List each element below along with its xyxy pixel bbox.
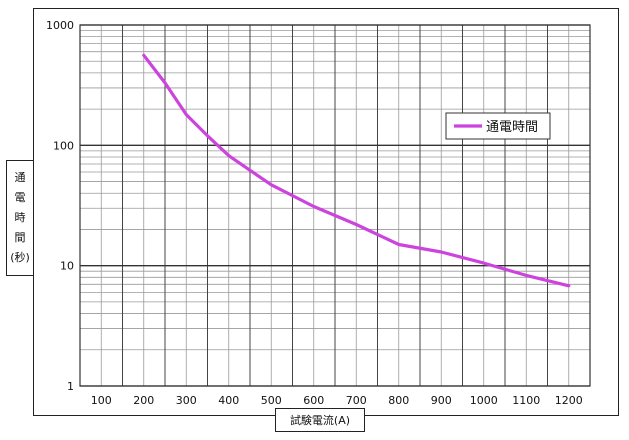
y-tick-labels: 1 10 100 1000 xyxy=(46,19,74,393)
y-axis-label-char: 時 xyxy=(14,211,26,224)
x-tick-label: 200 xyxy=(133,394,154,407)
series-layer xyxy=(142,53,571,288)
x-tick-label: 800 xyxy=(388,394,409,407)
y-tick-label: 10 xyxy=(60,260,74,273)
y-axis-label-char: (秒) xyxy=(10,251,30,264)
x-tick-label: 1000 xyxy=(470,394,498,407)
y-tick-label: 100 xyxy=(53,139,74,152)
x-tick-label: 1100 xyxy=(512,394,540,407)
x-tick-label: 100 xyxy=(91,394,112,407)
x-tick-label: 400 xyxy=(218,394,239,407)
x-tick-label: 900 xyxy=(431,394,452,407)
x-tick-labels: 100 200 300 400 500 600 700 800 900 1000 1100 1200 xyxy=(91,394,583,407)
y-axis-label-char: 通 xyxy=(14,171,26,184)
x-tick-label: 1200 xyxy=(555,394,583,407)
x-tick-label: 600 xyxy=(303,394,324,407)
x-tick-label: 500 xyxy=(261,394,282,407)
x-tick-label: 700 xyxy=(346,394,367,407)
series-line xyxy=(142,53,571,288)
legend-label: 通電時間 xyxy=(486,120,538,135)
y-tick-label: 1000 xyxy=(46,19,74,32)
plot-border xyxy=(79,24,591,387)
grid xyxy=(79,24,591,387)
x-tick-label: 300 xyxy=(176,394,197,407)
y-axis-label-char: 間 xyxy=(14,231,26,244)
y-axis-label-char: 電 xyxy=(14,191,26,204)
y-axis-label: 通電時間 (秒) xyxy=(6,160,34,276)
legend: 通電時間 xyxy=(445,112,551,140)
x-axis-label: 試験電流(A) xyxy=(275,408,365,432)
y-tick-label: 1 xyxy=(67,380,74,393)
